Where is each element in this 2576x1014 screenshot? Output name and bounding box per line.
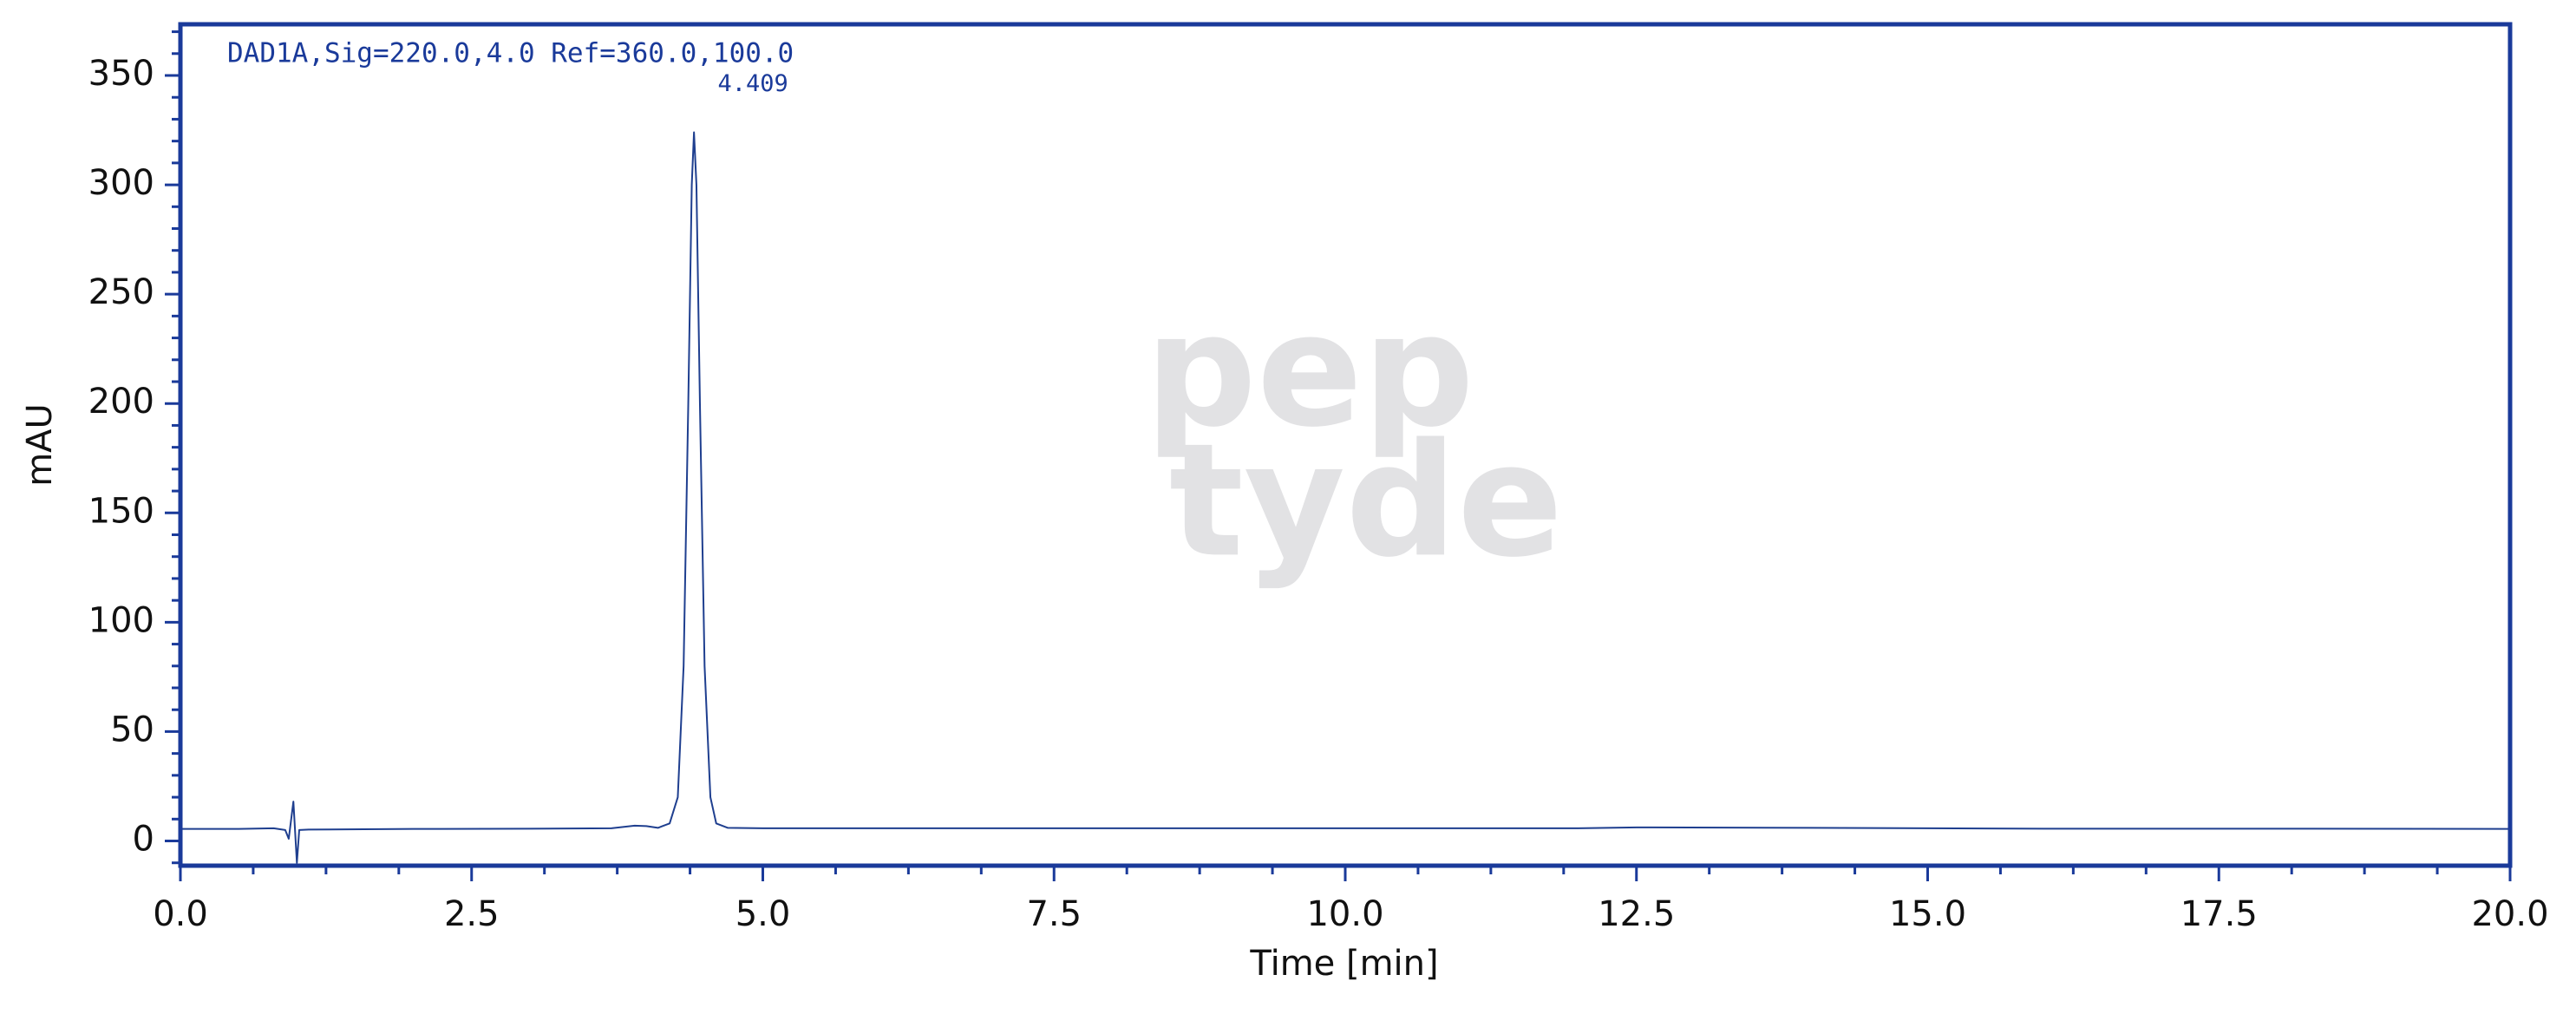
- x-tick-label: 0.0: [153, 894, 208, 934]
- x-tick-label: 15.0: [1889, 894, 1966, 934]
- annotation: DAD1A,Sig=220.0,4.0 Ref=360.0,100.0: [227, 38, 794, 69]
- y-tick-label: 350: [88, 54, 154, 94]
- x-tick-label: 2.5: [444, 894, 500, 934]
- x-axis-label: Time [min]: [1249, 944, 1438, 984]
- watermark: tyde: [1169, 410, 1563, 592]
- y-tick-label: 200: [88, 382, 154, 422]
- y-axis-label: mAU: [20, 403, 60, 487]
- y-tick-label: 300: [88, 163, 154, 203]
- x-tick-label: 7.5: [1026, 894, 1082, 934]
- peak-label: 4.409: [717, 70, 788, 97]
- y-tick-label: 50: [110, 710, 154, 749]
- signal-line: [180, 131, 2511, 864]
- x-tick-label: 17.5: [2180, 894, 2258, 934]
- x-tick-label: 5.0: [736, 894, 791, 934]
- watermark: pep: [1145, 280, 1474, 461]
- x-tick-label: 12.5: [1598, 894, 1675, 934]
- y-tick-label: 0: [133, 820, 154, 860]
- plot-frame: [178, 22, 2513, 868]
- x-tick-label: 10.0: [1306, 894, 1383, 934]
- y-tick-label: 150: [88, 491, 154, 531]
- x-tick-label: 20.0: [2471, 894, 2548, 934]
- y-tick-label: 100: [88, 600, 154, 640]
- y-tick-label: 250: [88, 272, 154, 312]
